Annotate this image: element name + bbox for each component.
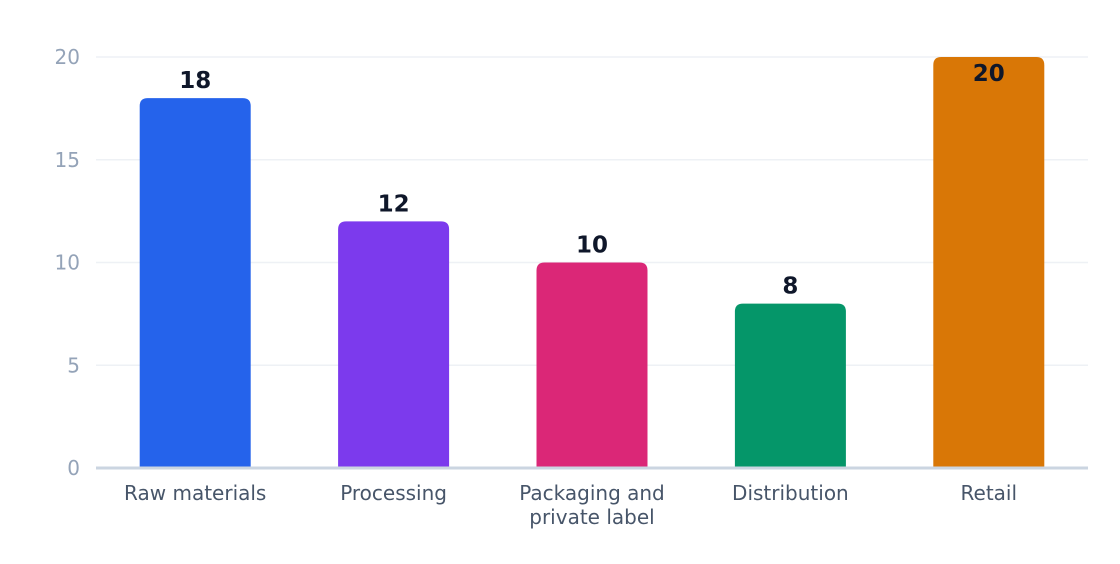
bar-distribution (734, 303, 846, 468)
bar-value-label: 12 (378, 191, 410, 217)
x-tick-label-line: Retail (961, 481, 1018, 505)
y-tick-label: 10 (55, 251, 80, 275)
x-tick-label-line: Raw materials (124, 481, 266, 505)
x-tick-label-line: Packaging and (519, 481, 665, 505)
y-tick-label: 15 (55, 148, 80, 172)
x-tick-label: Retail (961, 481, 1018, 505)
x-tick-label: Processing (340, 481, 447, 505)
x-tick-label: Raw materials (124, 481, 266, 505)
bar-raw-materials (139, 98, 251, 468)
bar-value-label: 8 (782, 274, 798, 300)
bar-packaging-and-private-label (536, 262, 648, 468)
x-axis-ticks: Raw materials Processing Packaging andpriv… (124, 481, 1017, 529)
bar-value-label: 10 (576, 233, 608, 259)
data-labels: 18 12 10 8 20 (179, 61, 1005, 300)
x-tick-label: Distribution (732, 481, 849, 505)
bar-value-label: 20 (973, 61, 1005, 87)
y-tick-label: 5 (67, 353, 80, 377)
x-tick-label-line: Distribution (732, 481, 849, 505)
bar-processing (338, 221, 450, 468)
bar-retail (933, 57, 1045, 468)
y-tick-label: 0 (67, 456, 80, 480)
x-tick-label-line: private label (529, 505, 654, 529)
bar-value-label: 18 (179, 68, 211, 94)
x-tick-label-line: Processing (340, 481, 447, 505)
bars (139, 57, 1045, 468)
y-tick-label: 20 (55, 45, 80, 69)
y-axis-ticks: 0 5 10 15 20 (55, 45, 80, 480)
